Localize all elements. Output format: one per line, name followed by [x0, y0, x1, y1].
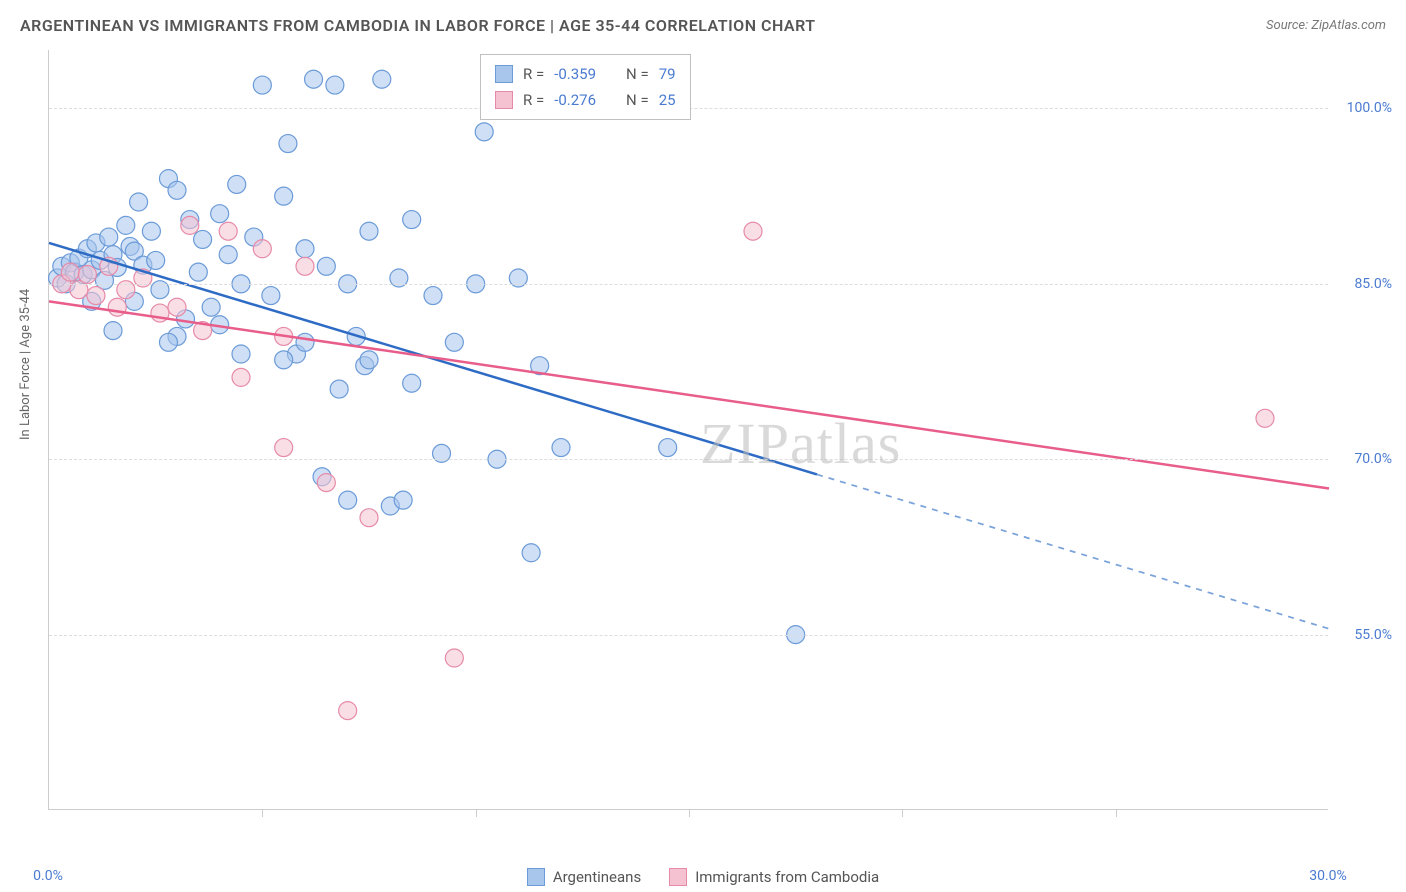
stat-n-value-0: 79 — [659, 65, 676, 83]
stat-n-label: N = — [626, 65, 649, 83]
regression-line-dashed — [817, 474, 1329, 628]
scatter-point — [275, 187, 293, 205]
scatter-point — [330, 380, 348, 398]
scatter-point — [360, 351, 378, 369]
source-attribution: Source: ZipAtlas.com — [1266, 18, 1386, 33]
ytick-label: 85.0% — [1354, 276, 1392, 292]
scatter-point — [296, 240, 314, 258]
scatter-point — [168, 181, 186, 199]
scatter-point — [78, 265, 96, 283]
scatter-point — [253, 76, 271, 94]
scatter-point — [394, 491, 412, 509]
regression-line-solid — [49, 301, 1329, 488]
ytick-label: 70.0% — [1354, 451, 1392, 467]
legend-item-0: Argentineans — [527, 868, 641, 886]
xtick-minor — [476, 809, 477, 817]
legend-label-1: Immigrants from Cambodia — [695, 868, 879, 886]
scatter-point — [339, 491, 357, 509]
scatter-point — [360, 509, 378, 527]
scatter-point — [360, 222, 378, 240]
scatter-point — [232, 368, 250, 386]
legend-item-1: Immigrants from Cambodia — [669, 868, 879, 886]
scatter-point — [659, 439, 677, 457]
scatter-point — [253, 240, 271, 258]
scatter-point — [219, 222, 237, 240]
swatch-series-1 — [495, 91, 513, 109]
stat-n-label: N = — [626, 91, 649, 109]
scatter-point — [326, 76, 344, 94]
scatter-point — [104, 322, 122, 340]
xtick-label: 30.0% — [1309, 868, 1347, 884]
scatter-point — [317, 474, 335, 492]
scatter-point — [159, 333, 177, 351]
scatter-point — [1256, 409, 1274, 427]
scatter-point — [228, 175, 246, 193]
scatter-point — [262, 287, 280, 305]
stats-row-series-0: R = -0.359 N = 79 — [495, 61, 676, 87]
legend-label-0: Argentineans — [553, 868, 641, 886]
xtick-minor — [902, 809, 903, 817]
legend-swatch-1 — [669, 868, 687, 886]
scatter-point — [475, 123, 493, 141]
scatter-point — [305, 70, 323, 88]
xtick-minor — [689, 809, 690, 817]
scatter-point — [317, 257, 335, 275]
gridline-h — [49, 459, 1328, 460]
scatter-point — [275, 351, 293, 369]
scatter-point — [130, 193, 148, 211]
gridline-h — [49, 284, 1328, 285]
stat-n-value-1: 25 — [659, 91, 676, 109]
scatter-point — [445, 333, 463, 351]
stats-row-series-1: R = -0.276 N = 25 — [495, 87, 676, 113]
bottom-legend: Argentineans Immigrants from Cambodia — [0, 868, 1406, 886]
xtick-minor — [262, 809, 263, 817]
chart-title: ARGENTINEAN VS IMMIGRANTS FROM CAMBODIA … — [20, 16, 816, 35]
scatter-point — [194, 230, 212, 248]
scatter-point — [424, 287, 442, 305]
scatter-point — [219, 246, 237, 264]
scatter-point — [232, 345, 250, 363]
ytick-label: 55.0% — [1354, 627, 1392, 643]
plot-area — [48, 50, 1328, 810]
scatter-point — [275, 439, 293, 457]
scatter-point — [181, 216, 199, 234]
legend-swatch-0 — [527, 868, 545, 886]
stat-r-value-0: -0.359 — [554, 65, 596, 83]
scatter-point — [202, 298, 220, 316]
scatter-point — [445, 649, 463, 667]
scatter-point — [403, 374, 421, 392]
scatter-point — [522, 544, 540, 562]
scatter-point — [117, 216, 135, 234]
ytick-label: 100.0% — [1347, 100, 1392, 116]
scatter-point — [552, 439, 570, 457]
scatter-point — [373, 70, 391, 88]
scatter-point — [61, 263, 79, 281]
scatter-point — [403, 211, 421, 229]
stat-r-value-1: -0.276 — [554, 91, 596, 109]
scatter-point — [296, 257, 314, 275]
scatter-point — [87, 287, 105, 305]
chart-svg — [49, 50, 1328, 809]
stats-legend: R = -0.359 N = 79 R = -0.276 N = 25 — [480, 54, 691, 120]
scatter-point — [189, 263, 207, 281]
xtick-minor — [1116, 809, 1117, 817]
scatter-point — [147, 251, 165, 269]
scatter-point — [142, 222, 160, 240]
xtick-label: 0.0% — [33, 868, 63, 884]
scatter-point — [339, 702, 357, 720]
gridline-h — [49, 635, 1328, 636]
scatter-point — [279, 135, 297, 153]
scatter-point — [168, 298, 186, 316]
stat-r-label: R = — [523, 91, 544, 109]
swatch-series-0 — [495, 65, 513, 83]
y-axis-label: In Labor Force | Age 35-44 — [18, 289, 33, 440]
scatter-point — [296, 333, 314, 351]
scatter-point — [744, 222, 762, 240]
stat-r-label: R = — [523, 65, 544, 83]
scatter-point — [100, 228, 118, 246]
scatter-point — [211, 205, 229, 223]
